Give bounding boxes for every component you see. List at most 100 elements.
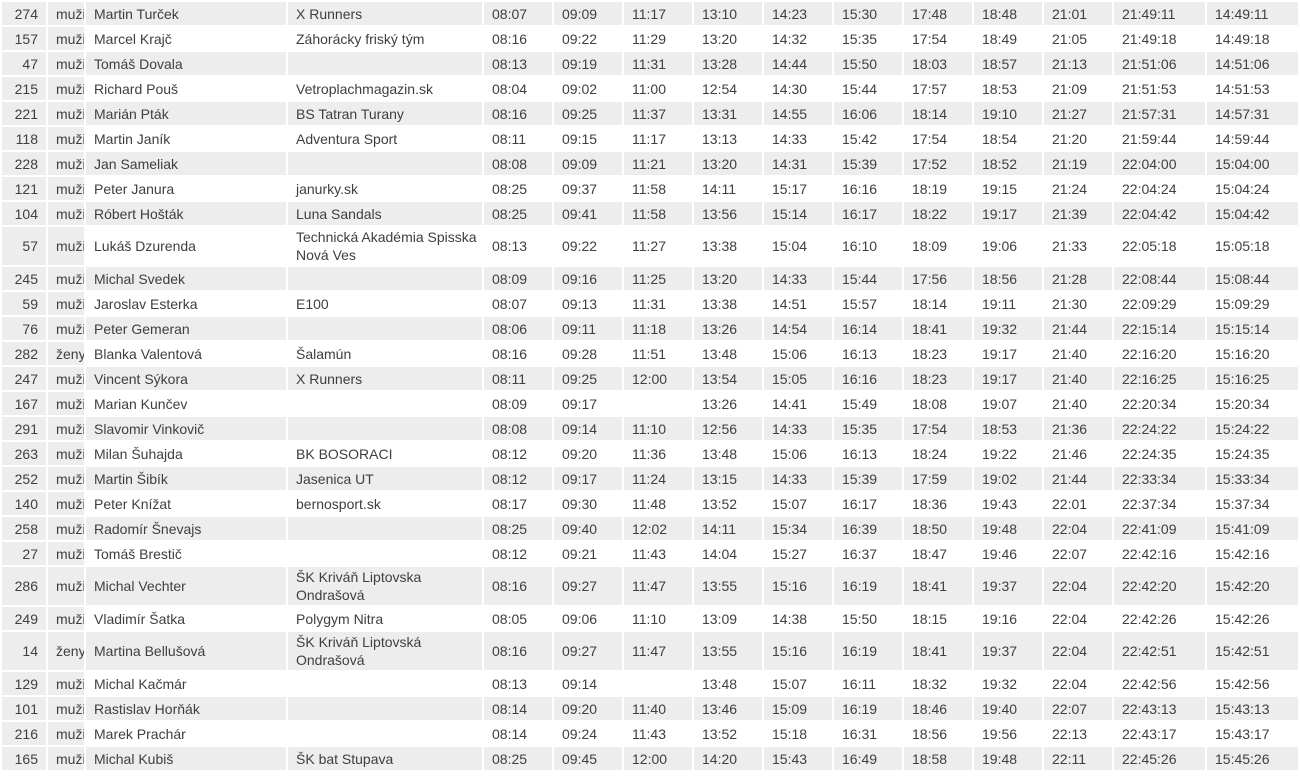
split-cell [624,392,692,415]
finish-time-cell: 21:59:44 [1122,130,1177,147]
split-cell: 14:31 [764,152,832,175]
team-cell [288,317,482,340]
team-cell: BS Tatran Turany [288,102,482,125]
split-cell: 15:30 [834,2,902,25]
finish-time-cell: 22:05:18 [1122,238,1177,254]
table-row: 258 muži Radomír Šnevajs 08:25 09:40 12:02… [2,517,1298,540]
split-cell: 13:09 [702,610,738,627]
team-cell: Polygym Nitra [296,610,384,627]
finish-time-cell: 22:24:22 [1114,417,1205,440]
split-cell: 16:19 [834,697,902,720]
split-cell: 21:40 [1044,367,1112,390]
bib-cell: 129 [2,672,46,695]
team-cell: ŠK Kriváň Liptovská Ondrašová [288,632,482,670]
finish-time-cell: 21:51:53 [1122,80,1177,97]
finish-time-cell: 22:15:14 [1114,317,1205,340]
finish-time-cell: 22:16:25 [1114,367,1205,390]
split-cell: 08:16 [484,102,552,125]
gender-cell: muži [48,697,84,720]
gender-cell: muži [48,442,84,465]
split-cell: 21:05 [1052,30,1088,47]
finish-time-cell: 22:24:35 [1122,445,1177,462]
split-cell: 22:04 [1044,517,1112,540]
split-cell: 09:16 [554,267,622,290]
split-cell: 21:44 [1044,317,1112,340]
team-cell [288,392,482,415]
team-cell: Luna Sandals [288,202,482,225]
split-cell: 15:09 [764,697,832,720]
split-cell: 21:40 [1052,395,1088,412]
split-cell: 08:08 [484,152,552,175]
bib-cell: 140 [2,492,46,515]
split-cell: 13:46 [694,697,762,720]
split-cell: 14:20 [694,747,762,770]
split-cell: 16:19 [834,632,902,670]
net-time-cell: 15:09:29 [1215,295,1270,312]
split-cell: 13:31 [694,102,762,125]
table-row: 157 muži Marcel Krajč Záhorácky friský t… [2,27,1298,50]
finish-time-cell: 22:42:51 [1114,632,1205,670]
gender-cell: muži [48,367,84,390]
split-cell: 13:28 [694,52,762,75]
split-cell: 18:22 [904,202,972,225]
split-cell: 09:06 [562,610,598,627]
split-cell: 19:07 [982,395,1018,412]
finish-time-cell: 22:20:34 [1122,395,1177,412]
split-cell: 12:56 [694,417,762,440]
split-cell: 08:12 [484,467,552,490]
split-cell: 15:27 [772,545,808,562]
split-cell: 11:58 [632,180,666,197]
split-cell: 19:40 [974,697,1042,720]
split-cell: 11:40 [624,697,692,720]
name-cell: Vincent Sýkora [86,367,286,390]
split-cell: 08:07 [484,2,552,25]
team-cell: E100 [296,295,329,312]
finish-time-cell: 21:49:11 [1114,2,1205,25]
split-cell: 09:14 [562,675,598,692]
split-cell: 18:53 [974,417,1042,440]
split-cell: 15:44 [842,80,878,97]
name-cell: Lukáš Dzurenda [94,238,196,254]
team-cell [288,697,482,720]
split-cell: 14:38 [772,610,808,627]
bib-cell: 263 [2,442,46,465]
split-cell: 18:47 [912,545,948,562]
finish-time-cell: 22:09:29 [1122,295,1177,312]
name-cell: Blanka Valentová [94,345,202,362]
split-cell: 22:04 [1052,610,1088,627]
split-cell: 11:10 [632,610,666,627]
table-row: 249 muži Vladimír Šatka Polygym Nitra 08… [2,607,1298,630]
split-cell: 09:09 [554,2,622,25]
split-cell: 17:59 [904,467,972,490]
bib-cell: 76 [2,317,46,340]
split-cell: 16:06 [834,102,902,125]
split-cell: 19:22 [982,445,1018,462]
bib-cell: 247 [2,367,46,390]
name-cell: Marian Kunčev [94,395,188,412]
split-cell: 21:19 [1044,152,1112,175]
split-cell: 15:44 [834,267,902,290]
team-cell: X Runners [288,367,482,390]
split-cell: 11:17 [632,130,666,147]
bib-cell: 121 [2,177,46,200]
split-cell: 21:28 [1044,267,1112,290]
split-cell: 08:09 [492,395,528,412]
split-cell: 21:20 [1052,130,1088,147]
split-cell: 21:01 [1044,2,1112,25]
split-cell: 15:18 [772,725,808,742]
table-row: 101 muži Rastislav Horňák 08:14 09:20 11:4… [2,697,1298,720]
bib-cell: 249 [2,607,46,630]
bib-cell: 221 [2,102,46,125]
split-cell: 11:58 [624,202,692,225]
name-cell: Peter Knížat [94,495,172,512]
split-cell: 19:11 [982,295,1016,312]
name-cell: Vladimír Šatka [94,610,186,627]
split-cell: 08:04 [492,80,528,97]
finish-time-cell: 22:43:13 [1114,697,1205,720]
split-cell: 08:16 [484,632,552,670]
net-time-cell: 15:24:35 [1215,445,1270,462]
split-cell: 09:17 [562,395,598,412]
split-cell: 09:20 [554,697,622,720]
split-cell: 15:04 [772,238,808,254]
net-time-cell: 15:43:13 [1207,697,1298,720]
